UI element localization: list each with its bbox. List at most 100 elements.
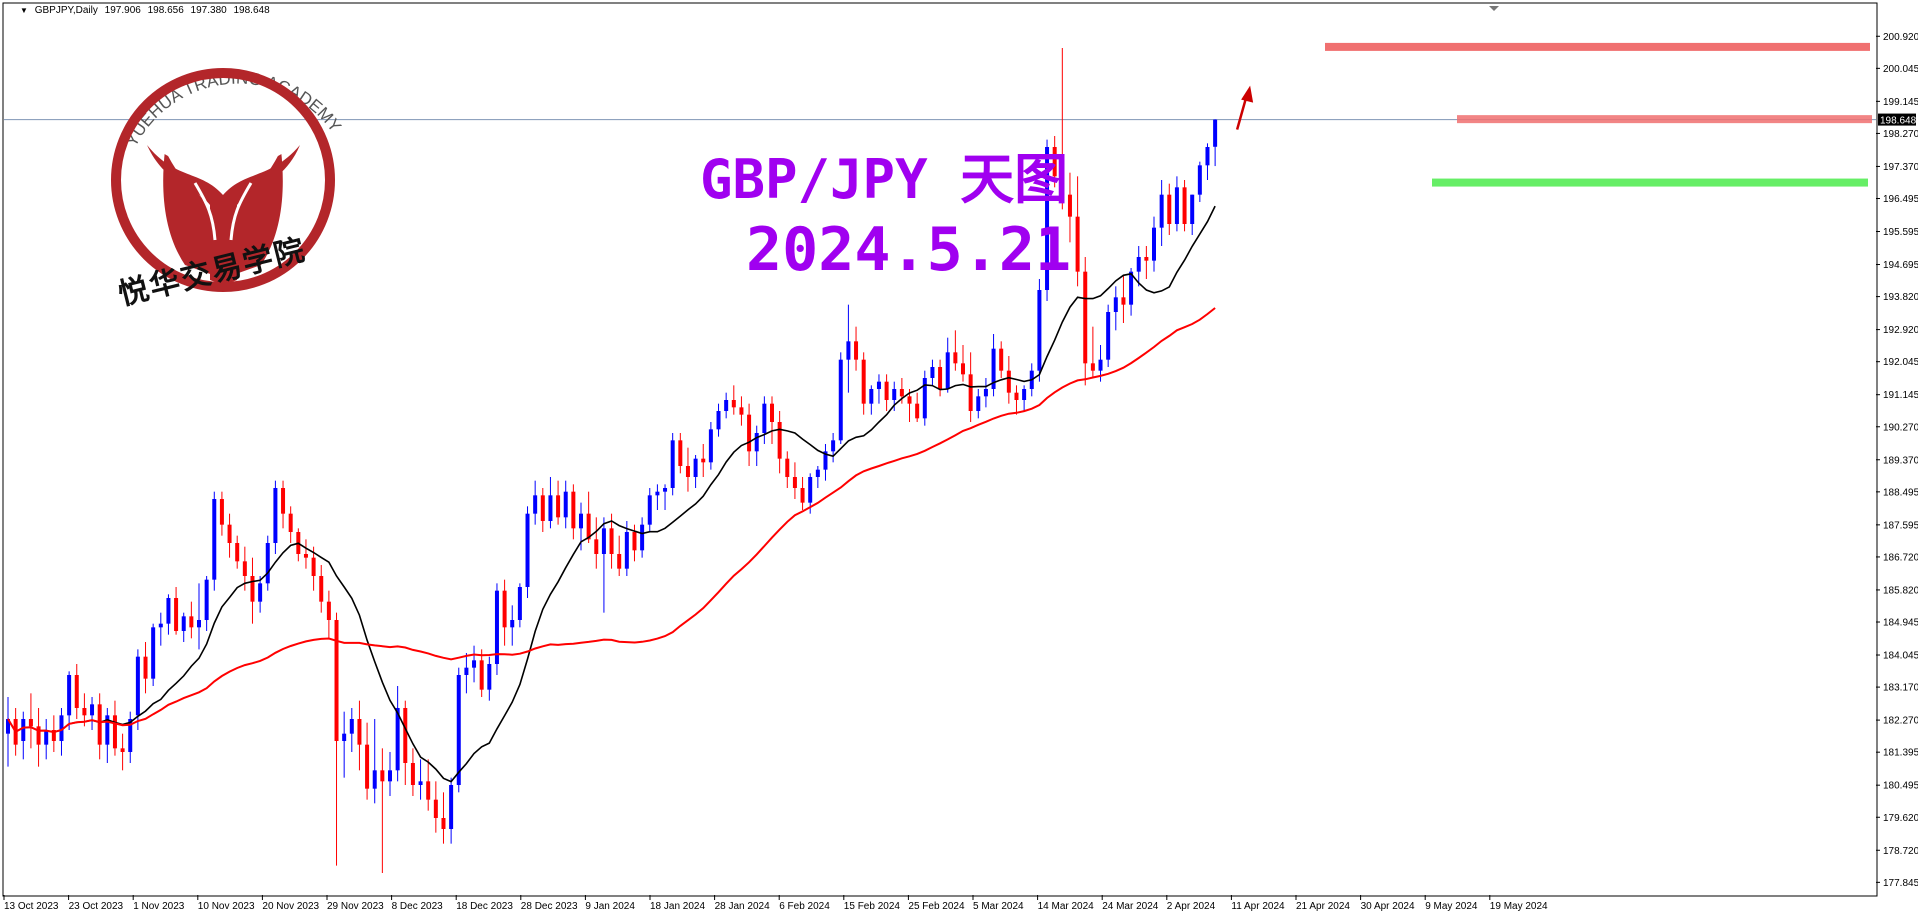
logo-ring-text: YUEHUA TRADING ACADEMY: [122, 69, 345, 150]
candle-body: [716, 411, 721, 430]
candle: [281, 480, 286, 529]
candle-body: [166, 598, 171, 624]
candle: [1014, 385, 1019, 415]
y-tick-label: 188.495: [1883, 487, 1918, 498]
candle: [1067, 172, 1072, 243]
candle-body: [197, 620, 201, 628]
candle: [1213, 119, 1218, 167]
candle: [1006, 356, 1011, 404]
candle: [1174, 176, 1179, 232]
bullish-arrow-icon: [1235, 97, 1248, 130]
candle: [601, 517, 606, 613]
candle: [716, 403, 721, 437]
candle: [762, 396, 767, 444]
candle: [51, 715, 56, 752]
y-tick-label: 198.270: [1883, 129, 1918, 140]
candle-body: [517, 587, 522, 620]
candle: [556, 480, 561, 525]
candle-body: [250, 576, 255, 602]
candle-body: [556, 495, 561, 518]
y-tick-label: 179.620: [1883, 813, 1918, 824]
candle-body: [1113, 297, 1118, 312]
candle: [854, 326, 859, 371]
candle-body: [510, 620, 515, 628]
candle-body: [1090, 363, 1095, 371]
candle-body: [1136, 257, 1141, 272]
candle-body: [1106, 312, 1111, 360]
candle-body: [1213, 119, 1218, 147]
candle: [907, 389, 912, 422]
chart-marker-icon: ▼: [20, 6, 28, 15]
y-tick-label: 182.270: [1883, 716, 1918, 727]
candle-body: [792, 477, 797, 488]
candle-body: [273, 488, 278, 543]
candle-body: [770, 403, 774, 422]
candle-body: [1174, 187, 1179, 224]
candle-body: [563, 491, 568, 518]
candle-body: [6, 719, 10, 734]
ohlc-high: 198.656: [147, 5, 184, 16]
candle: [426, 759, 431, 811]
candle: [28, 693, 33, 749]
candle: [846, 304, 851, 393]
candle-body: [938, 367, 943, 389]
candle-body: [945, 352, 950, 389]
y-tick-label: 186.720: [1883, 552, 1918, 563]
chart-date: 2024.5.21: [746, 215, 1072, 285]
candle-body: [976, 396, 981, 411]
candle: [67, 671, 72, 730]
y-tick-label: 181.395: [1883, 748, 1918, 759]
candle: [594, 517, 599, 569]
candle-body: [747, 414, 752, 452]
candle: [6, 697, 10, 767]
ohlc-open: 197.906: [104, 5, 141, 16]
candle: [189, 601, 194, 639]
candle-body: [59, 715, 64, 741]
candle-body: [731, 400, 736, 408]
candle-body: [105, 715, 110, 745]
candle: [120, 733, 125, 771]
candle: [663, 484, 668, 510]
scroll-marker-icon[interactable]: [1489, 6, 1499, 11]
resistance-zone-upper: [1325, 42, 1870, 51]
candle: [219, 491, 224, 536]
y-tick-label: 177.845: [1883, 878, 1918, 889]
candle-body: [876, 381, 881, 389]
candle: [105, 708, 110, 763]
candle-body: [120, 748, 125, 752]
candle: [288, 506, 293, 543]
x-tick-label: 2 Apr 2024: [1167, 901, 1216, 912]
candle-body: [571, 491, 576, 529]
x-tick-label: 8 Dec 2023: [392, 901, 444, 912]
candle: [410, 748, 415, 796]
candle-body: [174, 598, 179, 631]
candle: [365, 722, 370, 800]
candle: [586, 491, 591, 543]
y-tick-label: 200.045: [1883, 64, 1918, 75]
candle: [655, 484, 660, 510]
candle: [158, 612, 163, 646]
candle-body: [441, 818, 446, 829]
y-tick-label: 196.495: [1883, 194, 1918, 205]
y-tick-label: 197.370: [1883, 162, 1918, 173]
y-tick-label: 199.145: [1883, 97, 1918, 108]
candle-body: [151, 627, 156, 679]
x-tick-label: 10 Nov 2023: [198, 901, 255, 912]
x-tick-label: 23 Oct 2023: [69, 901, 124, 912]
candle: [678, 433, 683, 474]
candle-body: [1022, 389, 1027, 400]
x-tick-label: 24 Mar 2024: [1102, 901, 1159, 912]
candle: [1083, 257, 1088, 386]
y-tick-label: 189.370: [1883, 455, 1918, 466]
candle-body: [632, 532, 637, 551]
y-tick-label: 192.920: [1883, 325, 1918, 336]
candle-body: [357, 719, 362, 745]
candle: [884, 374, 889, 411]
x-tick-label: 29 Nov 2023: [327, 901, 384, 912]
candle: [1129, 268, 1134, 316]
candle: [181, 612, 186, 642]
candle-body: [1167, 194, 1172, 224]
candle: [166, 594, 171, 635]
candle: [487, 656, 492, 701]
